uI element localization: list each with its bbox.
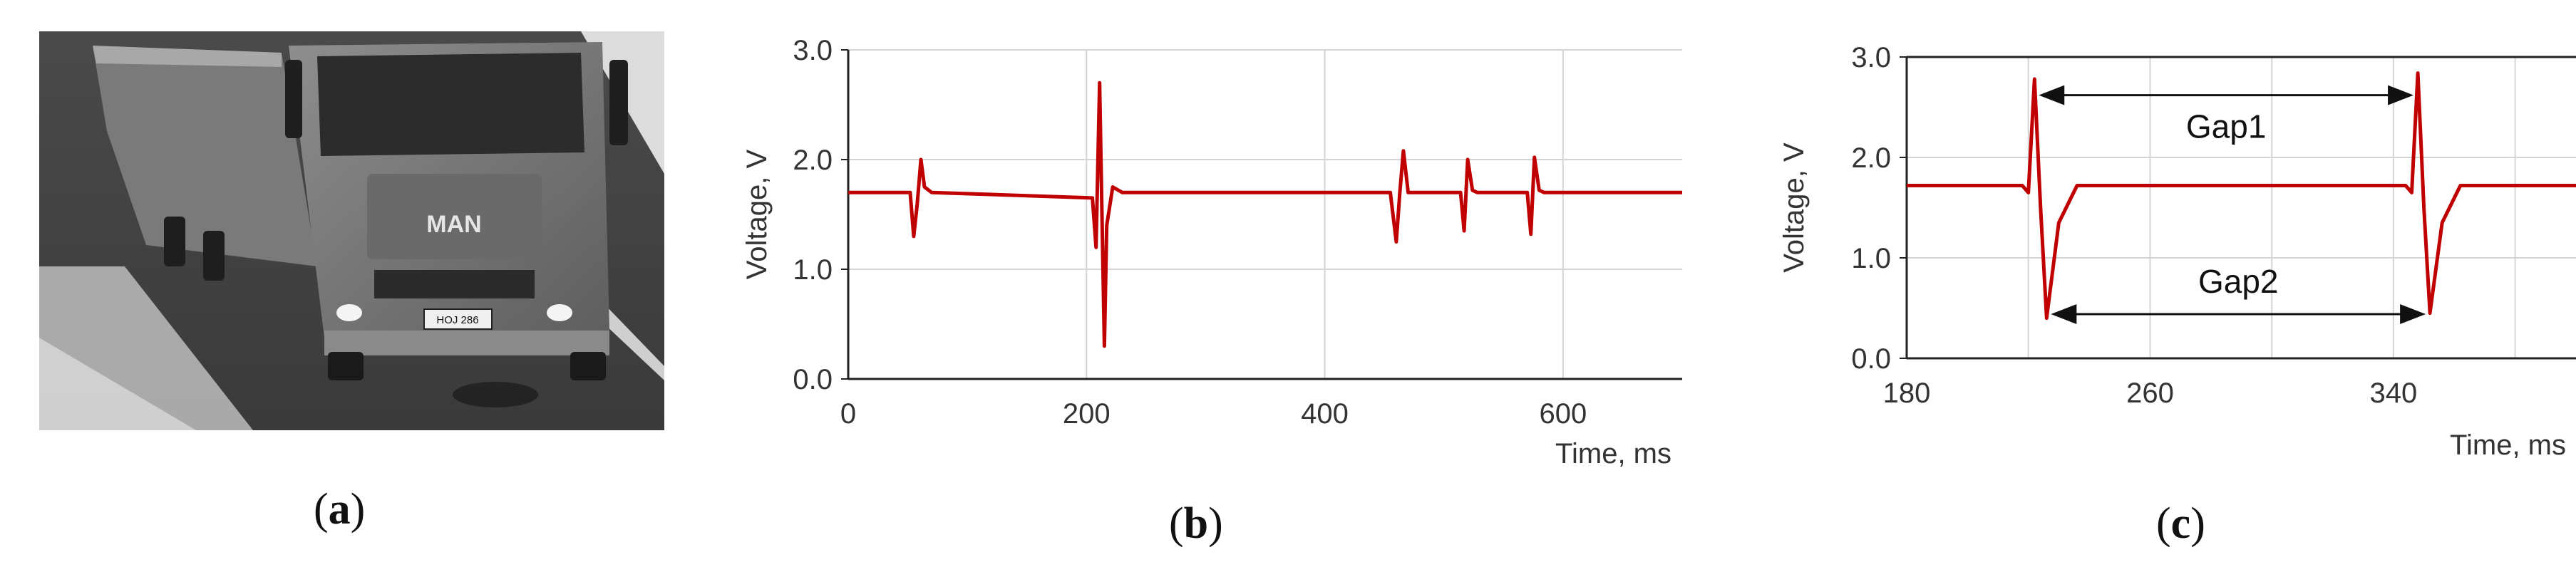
flatbed-trailer	[93, 46, 317, 266]
annotation-label: Gap2	[2198, 263, 2279, 300]
y-tick-label: 1.0	[793, 254, 833, 286]
trailer-wheel	[164, 217, 185, 266]
grille	[367, 174, 542, 259]
flatbed-rail	[93, 46, 282, 67]
x-axis-label: Time, ms	[1555, 438, 1671, 469]
truck-photo-drawing: MAN HOJ 286	[39, 31, 664, 430]
y-tick-label: 0.0	[1851, 343, 1891, 375]
x-tick-label: 600	[1539, 398, 1587, 430]
truck-photo: MAN HOJ 286	[39, 31, 664, 430]
snow-shoulder-edge	[39, 338, 196, 430]
caption-c: (c)	[2156, 499, 2205, 548]
license-plate-text: HOJ 286	[436, 314, 478, 326]
windshield	[317, 53, 584, 156]
brand-label: MAN	[426, 211, 481, 238]
side-mirror	[285, 60, 302, 138]
front-wheel	[570, 352, 606, 380]
y-tick-label: 1.0	[1851, 243, 1891, 274]
annotation-arrowhead-right	[2400, 303, 2426, 324]
x-tick-label: 180	[1883, 378, 1931, 409]
signal-line	[848, 80, 1682, 348]
headlight-right	[547, 304, 572, 321]
y-tick-label: 3.0	[793, 35, 833, 66]
y-tick-label: 2.0	[1851, 142, 1891, 174]
x-tick-label: 340	[2370, 378, 2418, 409]
trailer-wheel	[203, 231, 225, 281]
y-axis-label: Voltage, V	[1778, 142, 1810, 273]
x-tick-label: 0	[840, 398, 856, 430]
caption-a: (a)	[314, 485, 366, 534]
x-axis-label: Time, ms	[2450, 430, 2566, 461]
annotation-arrowhead-left	[2051, 303, 2077, 324]
front-wheel	[328, 352, 364, 380]
caption-b: (b)	[1169, 499, 1223, 548]
y-axis-label: Voltage, V	[741, 150, 773, 280]
headlight-left	[336, 304, 362, 321]
y-tick-label: 3.0	[1851, 42, 1891, 73]
annotation-arrowhead-left	[2039, 85, 2065, 105]
x-tick-label: 400	[1301, 398, 1349, 430]
signal-line	[1907, 71, 2576, 321]
annotation-arrowhead-right	[2388, 85, 2414, 105]
y-tick-label: 0.0	[793, 364, 833, 395]
bumper	[324, 331, 609, 355]
x-tick-label: 200	[1063, 398, 1111, 430]
annotation-label: Gap1	[2186, 108, 2267, 145]
road-shadow	[453, 382, 538, 407]
license-plate	[423, 308, 493, 330]
y-tick-label: 2.0	[793, 145, 833, 176]
x-tick-label: 260	[2126, 378, 2174, 409]
lower-grille	[374, 270, 535, 298]
side-mirror	[609, 60, 628, 145]
